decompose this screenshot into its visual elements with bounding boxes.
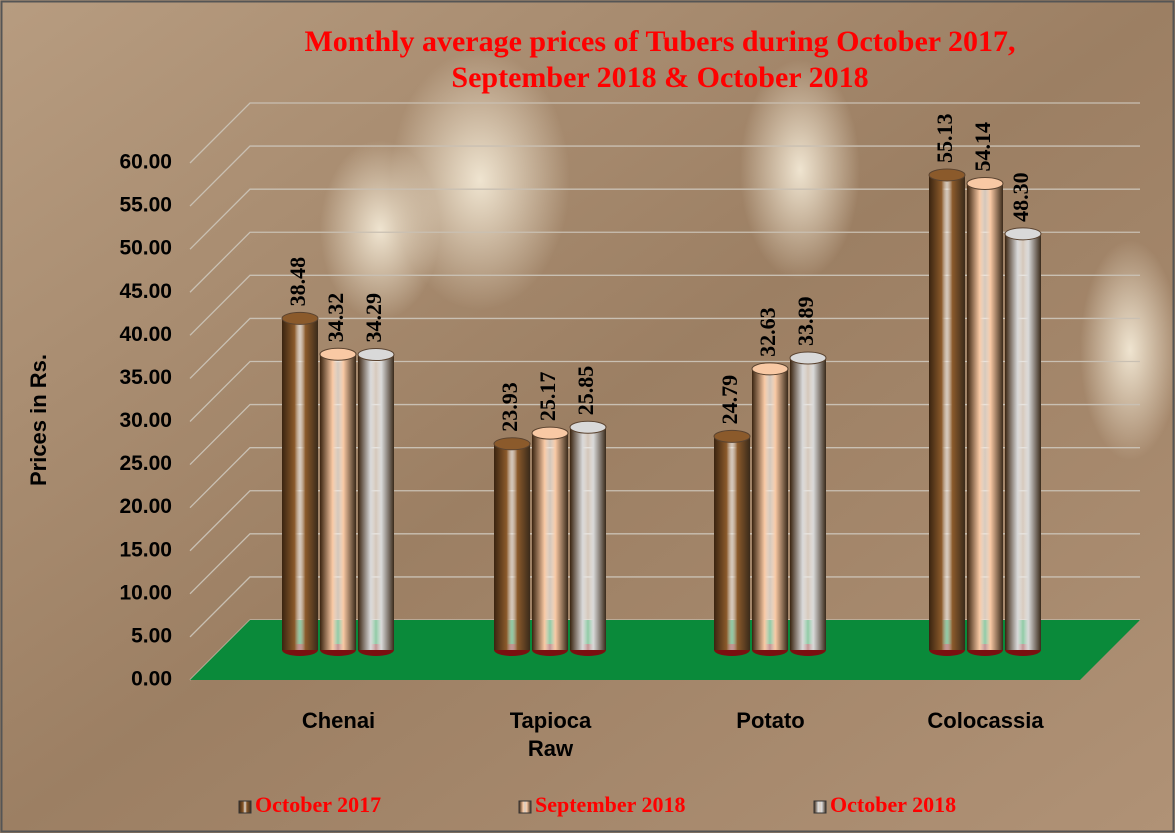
value-label: 25.85 (573, 366, 598, 416)
bar-cap (928, 168, 966, 182)
y-tick-label: 60.00 (119, 151, 172, 174)
bar (1005, 233, 1041, 650)
bar-cap (751, 362, 789, 376)
grid-line (189, 102, 1140, 164)
background-texture (740, 60, 860, 280)
bar (358, 354, 394, 650)
y-tick-label: 10.00 (119, 581, 172, 604)
value-label: 38.48 (285, 257, 310, 307)
bar (282, 318, 318, 650)
grid-line (189, 576, 1140, 638)
bar-cap (569, 420, 607, 434)
grid-line (189, 403, 1140, 466)
legend-label: October 2017 (255, 792, 381, 817)
bar-cap (531, 426, 569, 440)
bar-cap (713, 429, 751, 443)
value-label: 33.89 (793, 296, 818, 346)
grid-line (189, 490, 1140, 552)
floor (190, 620, 1140, 680)
value-label: 25.17 (535, 372, 560, 422)
bar (532, 433, 568, 650)
y-tick-label: 55.00 (119, 194, 172, 217)
y-tick-label: 35.00 (119, 366, 172, 389)
bar-cap (789, 351, 827, 365)
value-label: 54.14 (970, 122, 995, 172)
value-label: 55.13 (932, 113, 957, 163)
grid-line (189, 533, 1140, 595)
y-tick-label: 45.00 (119, 280, 172, 303)
y-tick-label: 40.00 (119, 323, 172, 346)
chart-title: September 2018 & October 2018 (451, 61, 868, 94)
value-label: 24.79 (717, 375, 742, 425)
bar (494, 443, 530, 650)
x-tick-label: Potato (736, 708, 805, 733)
grid-line (189, 447, 1140, 509)
bar (570, 427, 606, 650)
bar-cap (493, 437, 531, 451)
y-tick-label: 0.00 (131, 668, 172, 691)
bar (929, 174, 965, 650)
grid-line (189, 360, 1140, 422)
x-tick-label: Chenai (301, 708, 376, 733)
value-label: 34.32 (323, 293, 348, 343)
value-label: 23.93 (497, 382, 522, 432)
legend-label: October 2018 (830, 792, 956, 817)
grid-line (189, 317, 1140, 379)
bar-cap (281, 311, 319, 325)
y-tick-label: 5.00 (131, 624, 172, 647)
value-label: 34.29 (361, 293, 386, 343)
legend-label: September 2018 (535, 792, 686, 817)
bar (967, 183, 1003, 651)
y-tick-label: 15.00 (119, 538, 172, 561)
value-label: 48.30 (1008, 172, 1033, 222)
legend-swatch (518, 800, 532, 814)
bar (790, 357, 826, 650)
bar-cap (966, 176, 1004, 190)
legend-swatch (238, 800, 252, 814)
bar-cap (1004, 227, 1042, 241)
x-tick-label: Tapioca Raw (509, 708, 592, 761)
grid-line (189, 188, 1140, 250)
y-tick-label: 50.00 (119, 237, 172, 260)
grid-line (189, 274, 1140, 336)
y-axis-label: Prices in Rs. (26, 354, 51, 486)
x-tick-label: Colocassia (927, 708, 1044, 733)
bar-cap (319, 347, 357, 361)
y-tick-label: 20.00 (119, 495, 172, 518)
grid-line (189, 231, 1140, 293)
legend-swatch (813, 800, 827, 814)
bar-cap (357, 348, 395, 362)
y-tick-label: 25.00 (119, 452, 172, 475)
value-label: 32.63 (755, 307, 780, 357)
chart-title: Monthly average prices of Tubers during … (304, 25, 1015, 58)
bar (752, 368, 788, 650)
bar (714, 436, 750, 650)
bar (320, 354, 356, 650)
grid-line (189, 145, 1140, 207)
y-tick-label: 30.00 (119, 409, 172, 432)
